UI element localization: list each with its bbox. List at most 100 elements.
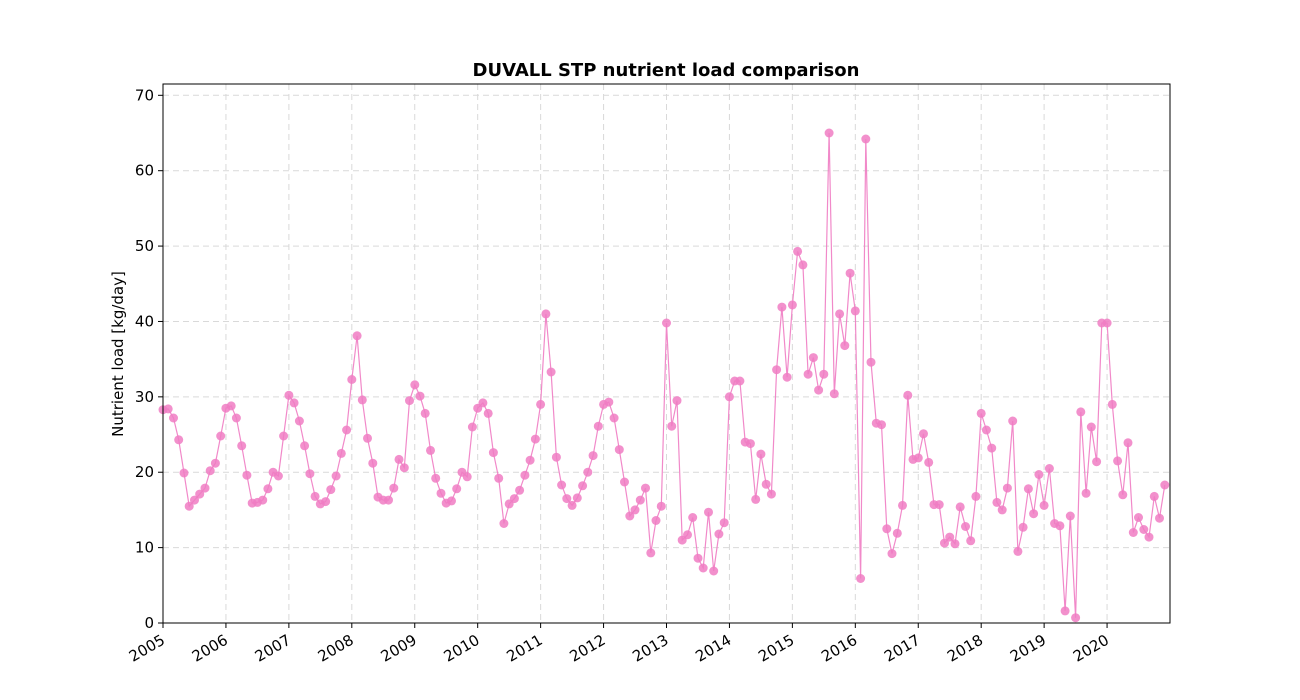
data-point <box>1118 490 1128 500</box>
data-point <box>200 483 210 493</box>
data-point <box>578 481 588 491</box>
data-point <box>1134 513 1143 522</box>
data-point <box>205 466 215 476</box>
y-tick-label: 30 <box>135 388 154 406</box>
data-point <box>216 431 226 441</box>
data-point <box>331 471 341 481</box>
data-point <box>431 473 441 483</box>
data-point <box>919 429 928 439</box>
y-tick-label: 10 <box>135 539 154 557</box>
data-point <box>258 495 268 505</box>
data-point <box>777 302 787 312</box>
data-point <box>683 530 692 540</box>
chart-title: DUVALL STP nutrient load comparison <box>473 60 860 81</box>
data-point <box>693 553 703 563</box>
y-tick-label: 50 <box>135 237 154 255</box>
data-point <box>997 505 1007 515</box>
data-point <box>242 470 252 480</box>
data-point <box>300 441 310 451</box>
data-point <box>1149 491 1159 501</box>
data-point <box>620 477 629 487</box>
data-point <box>467 422 477 432</box>
data-point <box>992 497 1002 507</box>
data-point <box>289 398 299 408</box>
data-point <box>976 408 986 418</box>
data-point <box>735 376 745 386</box>
data-point <box>357 395 367 405</box>
data-point <box>462 472 472 482</box>
data-point <box>793 246 803 256</box>
data-point <box>1113 456 1123 466</box>
series-points <box>158 128 1170 623</box>
data-point <box>950 539 960 549</box>
y-tick-label: 40 <box>135 312 154 330</box>
data-point <box>530 434 540 444</box>
data-point <box>1008 416 1018 426</box>
data-point <box>347 375 357 384</box>
data-point <box>195 489 205 499</box>
data-point <box>1013 546 1023 556</box>
data-point <box>226 401 236 411</box>
data-point <box>1018 522 1028 532</box>
data-point <box>279 431 289 441</box>
data-point <box>719 518 729 528</box>
data-point <box>1002 483 1012 493</box>
data-point <box>814 385 824 395</box>
data-point <box>913 453 923 463</box>
data-point <box>1081 488 1091 498</box>
data-point <box>877 420 886 430</box>
data-point <box>635 495 645 505</box>
data-point <box>231 413 241 423</box>
data-point <box>656 501 666 511</box>
data-point <box>420 408 430 418</box>
data-point <box>903 390 913 400</box>
data-point <box>651 516 661 525</box>
data-point <box>483 408 493 418</box>
data-point <box>447 496 456 506</box>
data-point <box>436 488 446 498</box>
data-point <box>499 519 509 528</box>
data-point <box>698 563 708 573</box>
data-point <box>567 500 577 510</box>
data-point <box>866 357 876 367</box>
data-point <box>845 268 855 278</box>
data-point <box>667 421 677 431</box>
data-point <box>609 413 619 423</box>
data-point <box>782 372 792 382</box>
data-point <box>803 369 813 379</box>
data-point <box>856 574 866 583</box>
data-point <box>1160 480 1170 490</box>
data-point <box>520 470 530 480</box>
data-point <box>898 500 907 510</box>
data-point <box>756 449 766 459</box>
data-point <box>273 471 283 481</box>
data-point <box>1076 407 1086 417</box>
data-point <box>961 522 970 531</box>
data-point <box>284 390 294 400</box>
data-point <box>415 391 425 401</box>
data-point <box>169 413 178 423</box>
data-point <box>646 548 656 558</box>
data-point <box>1092 457 1102 467</box>
data-point <box>966 536 976 546</box>
data-point <box>310 491 320 501</box>
data-point <box>593 421 603 431</box>
data-point <box>787 300 797 310</box>
data-point <box>761 479 771 489</box>
y-tick-label: 20 <box>135 463 154 481</box>
data-point <box>237 441 247 451</box>
data-point <box>824 128 834 138</box>
data-point <box>583 467 593 477</box>
data-point <box>945 532 955 542</box>
data-point <box>384 495 393 505</box>
data-point <box>835 309 845 319</box>
data-point <box>478 398 488 408</box>
data-point <box>452 484 462 494</box>
data-point <box>688 513 698 522</box>
data-point <box>745 439 755 449</box>
data-point <box>572 493 582 503</box>
data-point <box>305 469 315 479</box>
data-point <box>887 549 897 559</box>
y-axis: 0 10 20 30 40 50 60 70 <box>135 86 163 632</box>
data-point <box>394 454 404 464</box>
